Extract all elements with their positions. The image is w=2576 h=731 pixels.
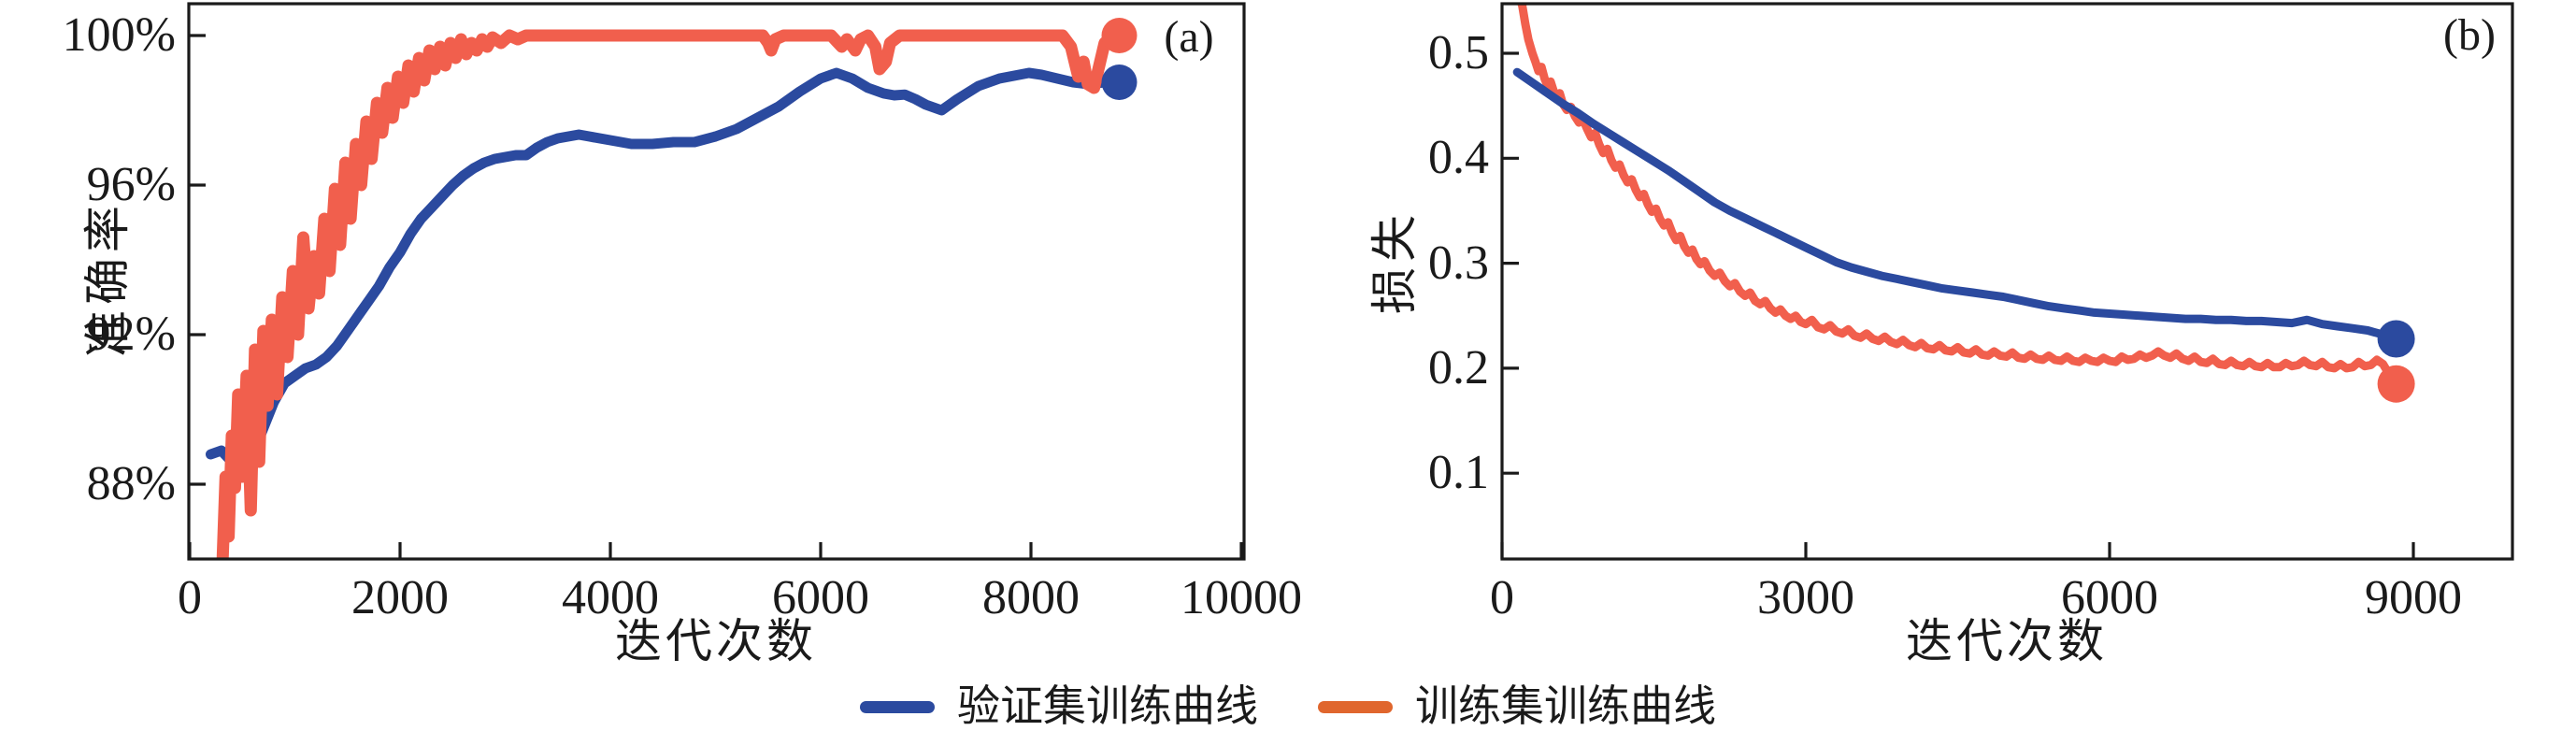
training-endpoint-marker-b <box>2377 365 2415 403</box>
validation-curve-a <box>206 67 1124 471</box>
y-tick-label-b-2: 0.3 <box>1428 236 1489 290</box>
legend: 验证集训练曲线 训练集训练曲线 <box>0 682 2576 731</box>
x-axis-title-a: 迭代次数 <box>615 615 817 667</box>
legend-item-training: 训练集训练曲线 <box>1318 682 1716 731</box>
training-curve-a <box>216 29 1125 559</box>
x-tick-label-a-2: 4000 <box>562 571 659 624</box>
x-axis-title-b: 迭代次数 <box>1906 615 2108 667</box>
axes-box-a <box>187 2 1246 561</box>
validation-endpoint-marker-a <box>1101 64 1138 100</box>
y-tick-label-b-0: 0.1 <box>1428 446 1489 500</box>
y-tick-label-b-3: 0.4 <box>1428 131 1489 185</box>
x-tick-label-a-3: 6000 <box>772 571 869 624</box>
x-tick-label-a-0: 0 <box>178 571 202 624</box>
panel-b-plot-area <box>1512 4 2415 403</box>
y-tick-label-b-1: 0.2 <box>1428 340 1489 394</box>
x-tick-label-b-2: 6000 <box>2060 571 2158 624</box>
x-tick-label-a-4: 8000 <box>982 571 1080 624</box>
training-line-swatch <box>1318 700 1393 713</box>
validation-endpoint-marker-b <box>2377 320 2415 358</box>
legend-item-validation: 验证集训练曲线 <box>860 682 1258 731</box>
panel-tag-b: (b) <box>2443 10 2496 60</box>
y-tick-label-a-1: 92% <box>86 308 176 361</box>
x-tick-label-b-0: 0 <box>1490 571 1514 624</box>
y-tick-label-a-2: 96% <box>86 158 176 211</box>
y-tick-label-a-0: 88% <box>86 457 176 510</box>
training-endpoint-marker-a <box>1101 18 1138 53</box>
validation-curve-b <box>1512 67 2401 343</box>
x-tick-label-a-5: 10000 <box>1181 571 1302 624</box>
y-tick-label-b-4: 0.5 <box>1428 26 1489 79</box>
training-curve-b <box>1517 4 2401 385</box>
panel-tag-a: (a) <box>1164 12 1214 62</box>
x-tick-label-b-3: 9000 <box>2364 571 2462 624</box>
legend-label-validation: 验证集训练曲线 <box>957 682 1258 730</box>
x-tick-label-b-1: 3000 <box>1756 571 1854 624</box>
x-tick-label-a-1: 2000 <box>351 571 449 624</box>
y-axis-title-b: 损失 <box>1368 209 1421 314</box>
panel-a-plot-area <box>206 18 1138 559</box>
validation-line-swatch <box>860 700 935 713</box>
y-axis-title-a: 准确率 <box>81 200 134 357</box>
y-tick-label-a-3: 100% <box>62 8 176 62</box>
axes-box-b <box>1500 2 2514 561</box>
legend-label-training: 训练集训练曲线 <box>1415 682 1716 730</box>
